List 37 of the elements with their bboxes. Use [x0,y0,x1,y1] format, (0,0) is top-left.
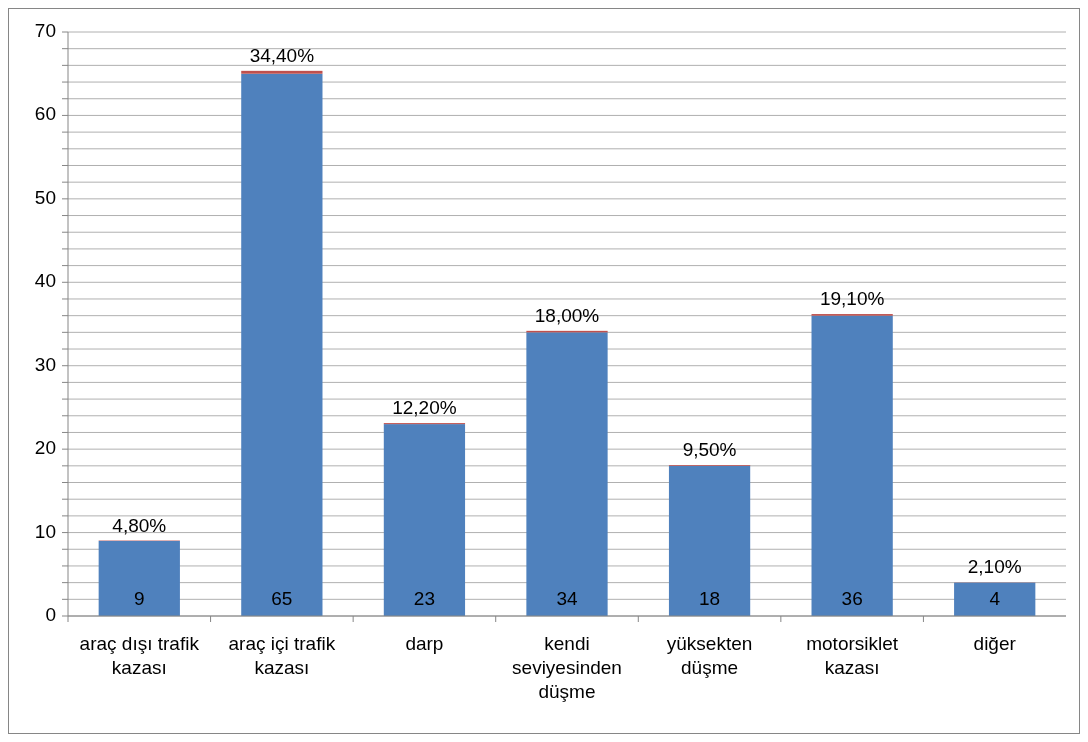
bar [668,465,751,616]
x-tick-label: motorsiklet kazası [806,633,899,678]
y-tick-label: 20 [34,437,56,459]
x-tick-label: yüksekten düşme [666,633,753,678]
data-label: 4 [989,588,1001,610]
bar [241,73,323,616]
data-label: 12,20% [392,397,457,419]
x-tick-label: kendi seviyesinden düşme [512,633,622,702]
data-label: 65 [271,588,293,610]
data-label: 9 [134,588,145,610]
x-tick-label: darp [405,633,444,654]
data-label: 9,50% [682,439,737,461]
bar [241,70,323,74]
data-label: 34,40% [249,44,315,66]
y-tick-label: 50 [34,186,56,208]
data-label: 34 [556,588,578,610]
x-tick-label: araç dışı trafik kazası [79,633,200,678]
y-tick-label: 10 [34,520,56,542]
x-tick-label: araç içi trafik kazası [228,633,336,678]
bar [383,424,466,616]
data-label: 18,00% [534,304,600,326]
bar [98,540,180,616]
y-tick-label: 40 [34,270,56,292]
x-tick-label: diğer [973,633,1017,654]
data-label: 19,10% [819,288,885,310]
bar [954,582,1036,616]
y-tick-label: 30 [34,353,56,375]
data-label: 2,10% [967,556,1022,578]
data-label: 23 [413,588,435,610]
data-label: 18 [699,588,721,610]
y-tick-label: 60 [34,103,56,125]
bar [811,315,893,616]
data-label: 36 [841,588,863,610]
y-tick-label: 70 [34,20,56,42]
data-label: 4,80% [112,514,167,536]
bar [526,332,608,616]
y-tick-label: 0 [45,604,56,626]
